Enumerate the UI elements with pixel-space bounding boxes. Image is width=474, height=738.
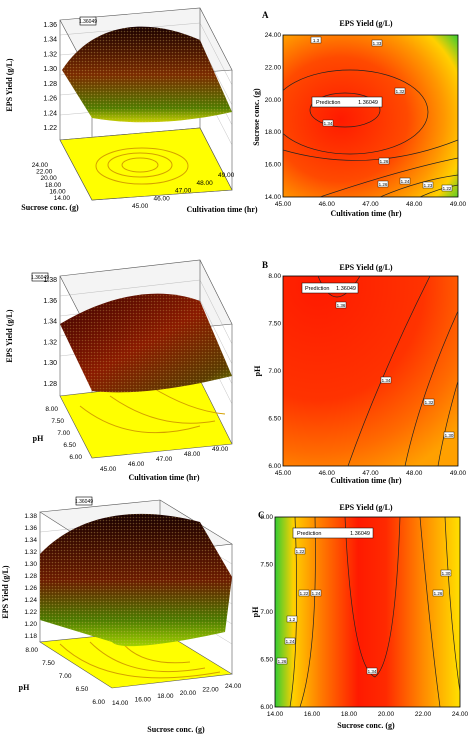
surface-b-ytick: 6.50 [63, 442, 76, 449]
surface-a-xtick: 47.00 [175, 188, 192, 195]
surface-b-ztick: 1.36 [43, 298, 57, 305]
surface-c-ztick: 1.28 [24, 573, 37, 580]
surface-c-marker [75, 496, 93, 506]
surface-c-ytick: 7.00 [59, 673, 72, 680]
surface-b-ytick: 6.00 [69, 454, 82, 461]
surface-plot-a: 1.36049 1.22 1.24 1.26 1.28 1.30 1.32 1.34 1.36… [5, 7, 258, 214]
surface-c-ztick: 1.38 [24, 513, 37, 520]
surface-c-ztick: 1.26 [24, 585, 37, 592]
surface-b-xlabel: Cultivation time (hr) [128, 473, 199, 482]
surface-a-xtick: 46.00 [154, 195, 171, 202]
surface-c-ztick: 1.32 [24, 549, 37, 556]
surface-a-marker [79, 16, 97, 26]
surface-a-ytick: 14.00 [54, 195, 71, 202]
surface-plot-c: 1.36049 1.18 1.20 1.22 1.24 1.26 1.28 1.30 1.32… [1, 496, 242, 734]
surface-c-xtick: 24.00 [225, 683, 242, 690]
surface-a-xlabel: Cultivation time (hr) [186, 205, 257, 214]
surface-a-xtick: 49.00 [218, 172, 235, 179]
surface-c-xtick: 14.00 [112, 700, 129, 707]
surface-b-ytick: 8.00 [45, 406, 58, 413]
surface-b-ztick: 1.32 [43, 339, 57, 346]
surface-c-ztick: 1.30 [24, 561, 37, 568]
surface-c-ztick: 1.18 [24, 633, 37, 640]
surface-c-ztick: 1.22 [24, 609, 37, 616]
surface-c-xlabel: Sucrose conc. (g) [147, 725, 205, 734]
surface-c-xtick: 22.00 [202, 686, 219, 693]
surface-b-marker [31, 272, 49, 282]
surface-c-xtick: 20.00 [180, 690, 197, 697]
surface-a-ytick: 16.00 [49, 188, 66, 195]
panel-a: 1.36049 1.22 1.24 1.26 1.28 1.30 1.32 1.34 1.36… [0, 0, 474, 246]
surface-a-ytick: 18.00 [45, 182, 62, 189]
surface-a-ztick: 1.32 [43, 51, 57, 58]
surface-c-ztick: 1.20 [24, 621, 37, 628]
surface-c-xtick: 16.00 [135, 697, 152, 704]
surface-c-ytick: 7.50 [42, 660, 55, 667]
surface-a-ytick: 20.00 [41, 175, 58, 182]
surface-a-ztick: 1.22 [43, 125, 57, 132]
surface-c-zlabel: EPS Yield (g/L) [1, 565, 10, 619]
surface-a-ytick: 22.00 [36, 169, 53, 176]
surface-a-zlabel: EPS Yield (g/L) [5, 58, 14, 112]
surface-a-ztick: 1.24 [43, 110, 57, 117]
surface-c-xtick: 18.00 [157, 693, 174, 700]
surface-b-marker-label: 1.36049 [31, 275, 49, 281]
surface-b-ytick: 7.50 [51, 418, 64, 425]
surface-a-marker-label: 1.36049 [79, 19, 97, 25]
surface-b-ztick: 1.28 [43, 381, 57, 388]
surface-b-ztick: 1.30 [43, 360, 57, 367]
surface-b-xtick: 46.00 [128, 461, 145, 468]
surface-b-xtick: 48.00 [184, 451, 201, 458]
surface-b-ztick: 1.38 [43, 277, 57, 284]
surface-c-ytick: 6.00 [92, 699, 105, 706]
surface-a-ztick: 1.30 [43, 66, 57, 73]
surface-b-zlabel: EPS Yield (g/L) [5, 309, 14, 363]
surface-b-xtick: 47.00 [156, 456, 173, 463]
surface-a-ytick: 24.00 [32, 162, 49, 169]
surface-c-ztick: 1.34 [24, 537, 37, 544]
surface-a-ztick: 1.36 [43, 22, 57, 29]
surface-b-xtick: 49.00 [212, 446, 229, 453]
surface-a-ztick: 1.34 [43, 37, 57, 44]
surface-c-ylabel: pH [19, 683, 30, 692]
panel-b: 1.36049 1.28 1.30 1.32 1.34 1.36 1.38 EPS Yie… [0, 246, 474, 492]
surface-a-ztick: 1.26 [43, 96, 57, 103]
panel-c: 1.36049 1.18 1.20 1.22 1.24 1.26 1.28 1.30 1.32… [0, 492, 474, 738]
surface-a-xtick: 48.00 [197, 180, 214, 187]
surface-b-ylabel: pH [33, 434, 44, 443]
surface-c-marker-label: 1.36049 [75, 499, 93, 505]
surface-a-ylabel: Sucrose conc. (g) [21, 203, 79, 212]
surface-b-ztick: 1.34 [43, 319, 57, 326]
surface-c-ztick: 1.24 [24, 597, 37, 604]
surface-a-ztick: 1.28 [43, 81, 57, 88]
surface-c-ytick: 8.00 [25, 647, 38, 654]
surface-a-xtick: 45.00 [132, 203, 149, 210]
surface-b-ytick: 7.00 [57, 430, 70, 437]
surface-c-ytick: 6.50 [76, 686, 89, 693]
surface-c-ztick: 1.36 [24, 525, 37, 532]
surface-b-xtick: 45.00 [100, 466, 117, 473]
surface-plot-b: 1.36049 1.28 1.30 1.32 1.34 1.36 1.38 EPS Yie… [5, 259, 233, 482]
